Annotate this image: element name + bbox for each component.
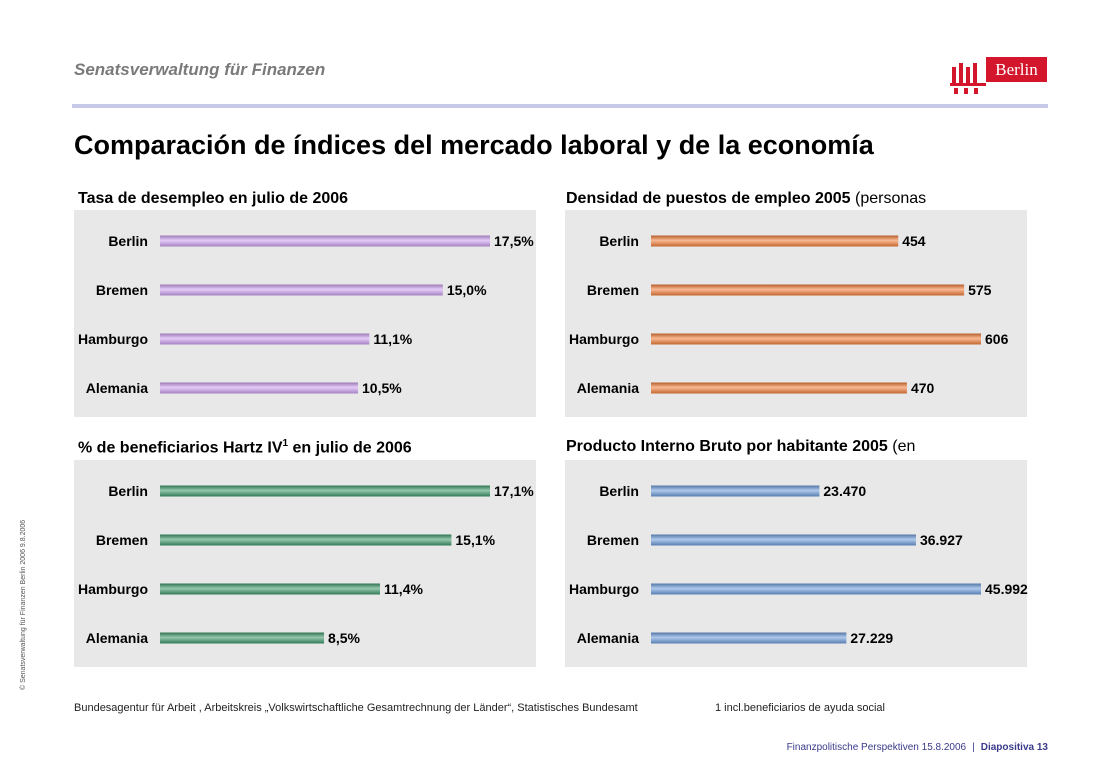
category-label: Bremen [96, 532, 148, 548]
data-label: 27.229 [850, 630, 893, 646]
bar [160, 534, 452, 546]
data-label: 606 [985, 331, 1009, 347]
data-label: 470 [911, 380, 935, 396]
data-label: 36.927 [920, 532, 963, 548]
category-label: Alemania [577, 380, 639, 396]
chart-4-title-text: Producto Interno Bruto por habitante 200… [566, 438, 888, 455]
bar [160, 632, 325, 644]
data-label: 11,4% [384, 581, 423, 597]
berlin-logo-mark-icon [950, 63, 986, 94]
berlin-logo: Berlin [950, 55, 1050, 95]
bar [651, 235, 899, 247]
bar [651, 284, 965, 296]
data-label: 11,1% [373, 331, 412, 347]
bar [160, 284, 443, 296]
data-label: 454 [902, 233, 926, 249]
berlin-logo-text: Berlin [986, 57, 1047, 82]
category-label: Hamburgo [78, 581, 148, 597]
slide-footer: Finanzpolitische Perspektiven 15.8.2006 |… [787, 742, 1048, 753]
source-note: Bundesagentur für Arbeit , Arbeitskreis … [74, 702, 638, 714]
chart-hartz-iv: Berlin 17,1% Bremen 15,1% Hamburgo 11,4% Alema… [78, 483, 534, 646]
bar [651, 485, 820, 497]
bar [651, 333, 981, 345]
bar [651, 632, 847, 644]
chart-4-title: Producto Interno Bruto por habitante 200… [566, 438, 1036, 456]
chart-3-title-tail: en julio de 2006 [288, 439, 412, 457]
bar [651, 382, 907, 394]
data-label: 8,5% [328, 630, 360, 646]
chart-1-title-text: Tasa de desempleo en julio de 2006 [78, 190, 349, 207]
category-label: Berlin [108, 233, 148, 249]
data-label: 15,1% [455, 532, 495, 548]
chart-3-title: % de beneficiarios Hartz IV1 en julio de… [78, 438, 540, 457]
bar [651, 583, 981, 595]
copyright-side-note: © Senatsverwaltung für Finanzen Berlin 2… [20, 519, 27, 690]
chart-panel-unemployment: Berlin 17,5% Bremen 15,0% Hamburgo 11,1% Alema… [74, 210, 536, 417]
category-label: Alemania [86, 630, 148, 646]
data-label: 10,5% [362, 380, 402, 396]
category-label: Bremen [587, 532, 639, 548]
chart-panel-job-density: Berlin 454 Bremen 575 Hamburgo 606 Alemania 470 [565, 210, 1027, 417]
category-label: Berlin [599, 483, 639, 499]
bar [160, 235, 490, 247]
bar [160, 485, 490, 497]
chart-3-title-text: % de beneficiarios Hartz IV [78, 439, 283, 457]
data-label: 575 [968, 282, 992, 298]
category-label: Bremen [587, 282, 639, 298]
header-rule [72, 104, 1048, 108]
page-title: Comparación de índices del mercado labor… [74, 130, 874, 160]
slide-number: Diapositiva 13 [980, 742, 1048, 753]
category-label: Hamburgo [569, 331, 639, 347]
data-label: 23.470 [823, 483, 866, 499]
data-label: 17,1% [494, 483, 534, 499]
category-label: Hamburgo [569, 581, 639, 597]
chart-2-title: Densidad de puestos de empleo 2005 (pers… [566, 190, 1036, 208]
bar [160, 583, 380, 595]
chart-unemployment: Berlin 17,5% Bremen 15,0% Hamburgo 11,1% Alema… [78, 233, 534, 396]
presentation-name: Finanzpolitische Perspektiven 15.8.2006 [786, 742, 967, 753]
chart-panel-gdp: Berlin 23.470 Bremen 36.927 Hamburgo 45.992 Al… [565, 460, 1028, 667]
category-label: Bremen [96, 282, 148, 298]
category-label: Berlin [599, 233, 639, 249]
footer-separator: | [972, 742, 975, 753]
data-label: 45.992 [985, 581, 1028, 597]
category-label: Alemania [577, 630, 639, 646]
chart-panel-hartz: Berlin 17,1% Bremen 15,1% Hamburgo 11,4% Alema… [74, 460, 536, 667]
bar [160, 382, 358, 394]
category-label: Berlin [108, 483, 148, 499]
data-label: 17,5% [494, 233, 534, 249]
chart-3-title-sup: 1 [282, 438, 289, 449]
organization-title: Senatsverwaltung für Finanzen [74, 60, 326, 79]
footnote: 1 incl.beneficiarios de ayuda social [715, 702, 885, 714]
data-label: 15,0% [447, 282, 487, 298]
chart-job-density: Berlin 454 Bremen 575 Hamburgo 606 Alemania 470 [569, 233, 1009, 396]
chart-2-title-extra: (personas [855, 190, 927, 207]
chart-4-title-extra: (en [892, 438, 916, 455]
chart-2-title-text: Densidad de puestos de empleo 2005 [566, 190, 851, 207]
category-label: Alemania [86, 380, 148, 396]
bar [160, 333, 370, 345]
category-label: Hamburgo [78, 331, 148, 347]
chart-gdp-per-capita: Berlin 23.470 Bremen 36.927 Hamburgo 45.992 Al… [569, 483, 1028, 646]
bar [651, 534, 916, 546]
chart-1-title: Tasa de desempleo en julio de 2006 [78, 190, 540, 208]
